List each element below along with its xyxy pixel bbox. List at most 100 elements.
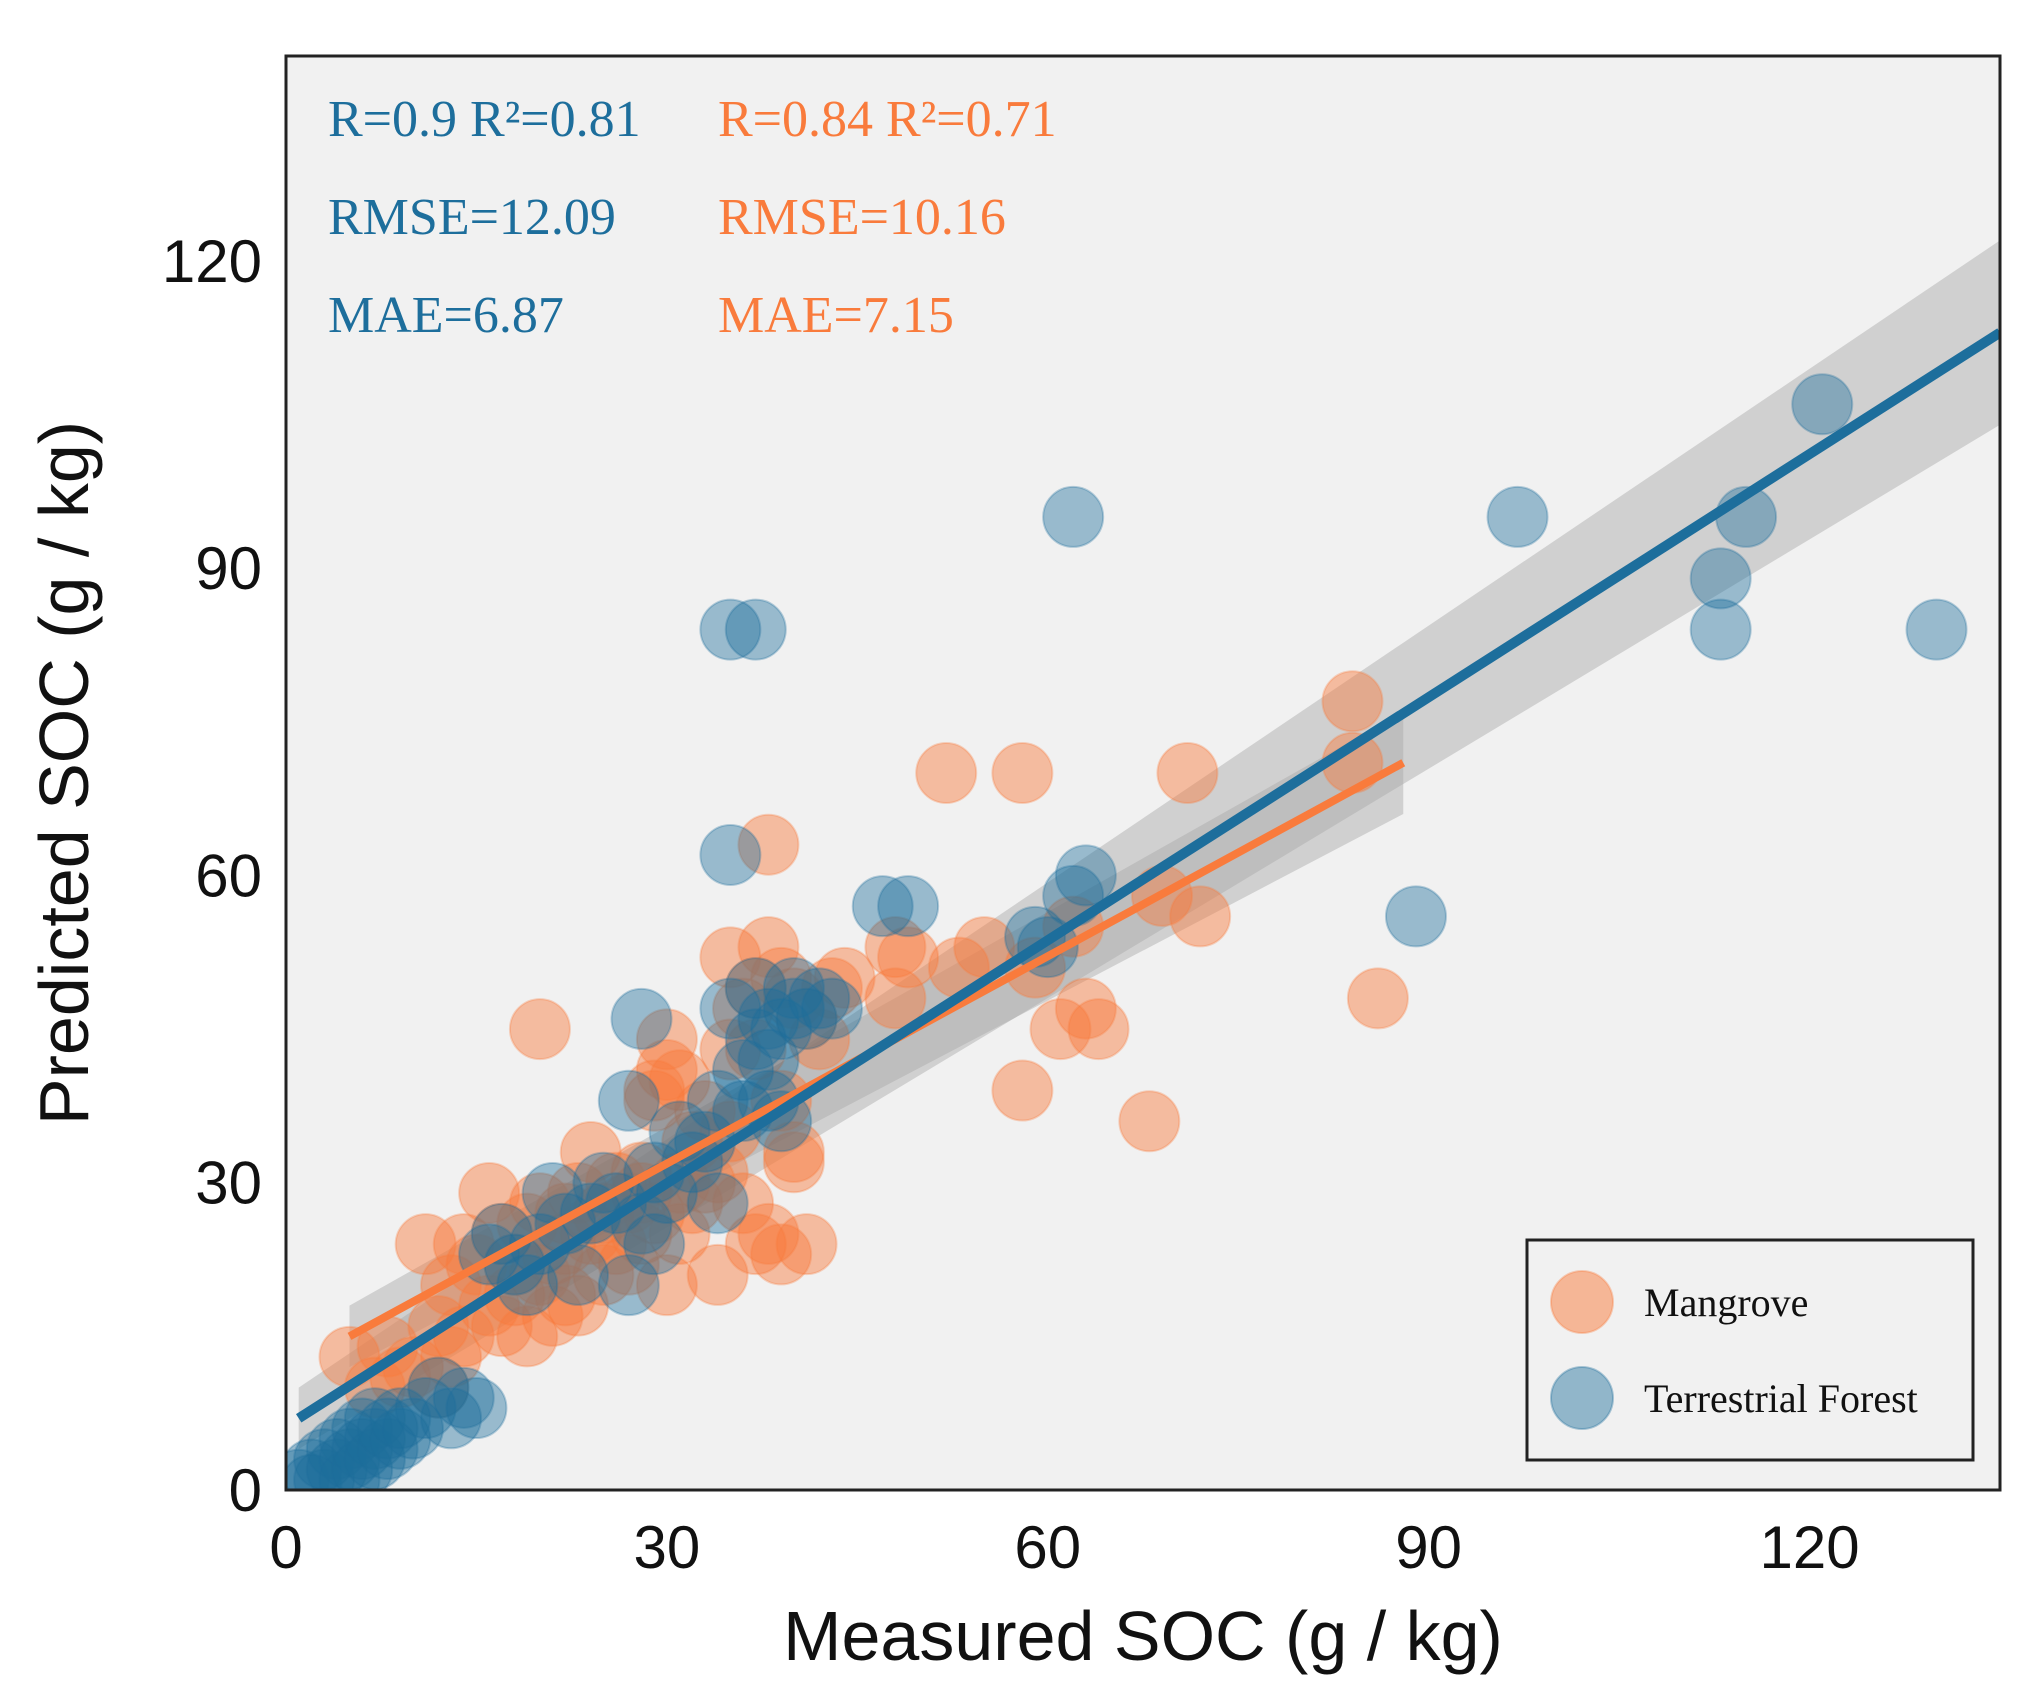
stats-mangrove: R=0.84 R²=0.71 RMSE=10.16 MAE=7.15: [718, 91, 1057, 344]
mangrove-point: [864, 916, 927, 979]
x-tick-label: 90: [1395, 1514, 1462, 1581]
mangrove-point: [1067, 998, 1130, 1061]
forest-point: [286, 1448, 330, 1490]
forest-point: [369, 1387, 432, 1450]
forest-point: [1384, 885, 1447, 948]
mangrove-point: [508, 998, 571, 1061]
mangrove-point: [521, 1284, 584, 1347]
mangrove-point: [813, 946, 876, 1009]
confidence-band-mangrove: [349, 711, 1404, 1368]
mangrove-point: [762, 1131, 825, 1194]
mangrove-point: [915, 742, 978, 804]
forest-points: [286, 373, 1968, 1490]
mangrove-r-annotation: R=0.84 R²=0.71: [718, 91, 1057, 148]
x-axis-title: Measured SOC (g / kg): [783, 1597, 1503, 1675]
forest-point: [623, 1213, 686, 1276]
mangrove-point: [597, 1233, 660, 1296]
mangrove-point: [762, 1120, 825, 1183]
mangrove-point: [699, 1018, 762, 1081]
mangrove-point: [724, 1213, 787, 1276]
forest-fit-line: [296, 328, 2000, 1423]
mangrove-point: [1169, 885, 1232, 948]
x-tick-label: 30: [634, 1514, 701, 1581]
forest-point: [305, 1438, 368, 1490]
forest-point: [597, 1254, 660, 1317]
mangrove-point: [750, 946, 813, 1009]
mangrove-point: [737, 813, 800, 876]
forest-point: [420, 1387, 483, 1450]
forest-point: [381, 1397, 444, 1460]
forest-point: [788, 967, 851, 1030]
forest-point: [445, 1377, 508, 1440]
legend-forest-label: Terrestrial Forest: [1644, 1376, 1918, 1421]
mangrove-point: [775, 987, 838, 1050]
forest-point: [686, 1172, 749, 1235]
mangrove-point: [1054, 977, 1117, 1040]
mangrove-point: [623, 1069, 686, 1132]
mangrove-point: [407, 1356, 470, 1419]
mangrove-point: [648, 1049, 711, 1112]
forest-point: [286, 1453, 343, 1490]
mangrove-point: [470, 1295, 533, 1358]
mangrove-point: [864, 967, 927, 1030]
mangrove-point: [762, 967, 825, 1030]
forest-point: [724, 957, 787, 1020]
mangrove-point: [635, 1008, 698, 1071]
forest-point: [356, 1397, 419, 1460]
forest-point: [737, 987, 800, 1050]
forest-point: [369, 1407, 432, 1470]
mangrove-point: [877, 926, 940, 989]
forest-point: [699, 977, 762, 1040]
mangrove-point: [686, 1243, 749, 1306]
forest-point: [851, 875, 914, 938]
forest-point: [699, 823, 762, 886]
y-tick-label: 0: [229, 1457, 262, 1524]
legend-forest-marker: [1550, 1366, 1614, 1430]
forest-point: [1042, 485, 1105, 548]
forest-point: [762, 977, 825, 1040]
mangrove-point: [661, 1172, 724, 1235]
mangrove-point: [547, 1274, 610, 1337]
legend-mangrove-label: Mangrove: [1644, 1280, 1808, 1325]
mangrove-mae-annotation: MAE=7.15: [718, 287, 954, 344]
stats-forest: R=0.9 R²=0.81 RMSE=12.09 MAE=6.87: [328, 91, 641, 344]
forest-point: [775, 987, 838, 1050]
mangrove-point: [623, 1059, 686, 1122]
y-tick-label: 30: [195, 1150, 262, 1217]
mangrove-point: [1346, 967, 1409, 1030]
forest-point: [318, 1407, 381, 1470]
forest-point: [699, 598, 762, 661]
forest-point: [331, 1397, 394, 1460]
forest-point: [800, 977, 863, 1040]
mangrove-point: [724, 1018, 787, 1081]
mangrove-point: [1029, 998, 1092, 1061]
forest-point: [343, 1387, 406, 1450]
forest-point: [1791, 373, 1854, 436]
plot-frame: [284, 54, 2002, 1492]
forest-point: [762, 957, 825, 1020]
mangrove-rmse-annotation: RMSE=10.16: [718, 189, 1006, 246]
legend: Mangrove Terrestrial Forest: [1525, 1238, 1975, 1462]
forest-point: [318, 1448, 381, 1490]
forest-point: [356, 1418, 419, 1481]
x-tick-label: 120: [1760, 1514, 1860, 1581]
mangrove-point: [712, 977, 775, 1040]
forest-point: [1054, 844, 1117, 907]
mangrove-point: [572, 1243, 635, 1306]
forest-point: [407, 1356, 470, 1419]
mangrove-point: [1156, 742, 1219, 804]
forest-mae-annotation: MAE=6.87: [328, 287, 564, 344]
x-tick-label: 0: [269, 1514, 302, 1581]
mangrove-point: [699, 926, 762, 989]
forest-point: [394, 1377, 457, 1440]
forest-point: [724, 1008, 787, 1071]
mangrove-point: [737, 1202, 800, 1265]
forest-point: [750, 998, 813, 1061]
forest-point: [496, 1254, 559, 1317]
forest-point: [712, 1039, 775, 1102]
mangrove-point: [750, 1223, 813, 1286]
forest-point: [1486, 485, 1549, 548]
mangrove-point: [496, 1305, 559, 1368]
legend-mangrove-marker: [1550, 1270, 1614, 1334]
forest-point: [343, 1407, 406, 1470]
